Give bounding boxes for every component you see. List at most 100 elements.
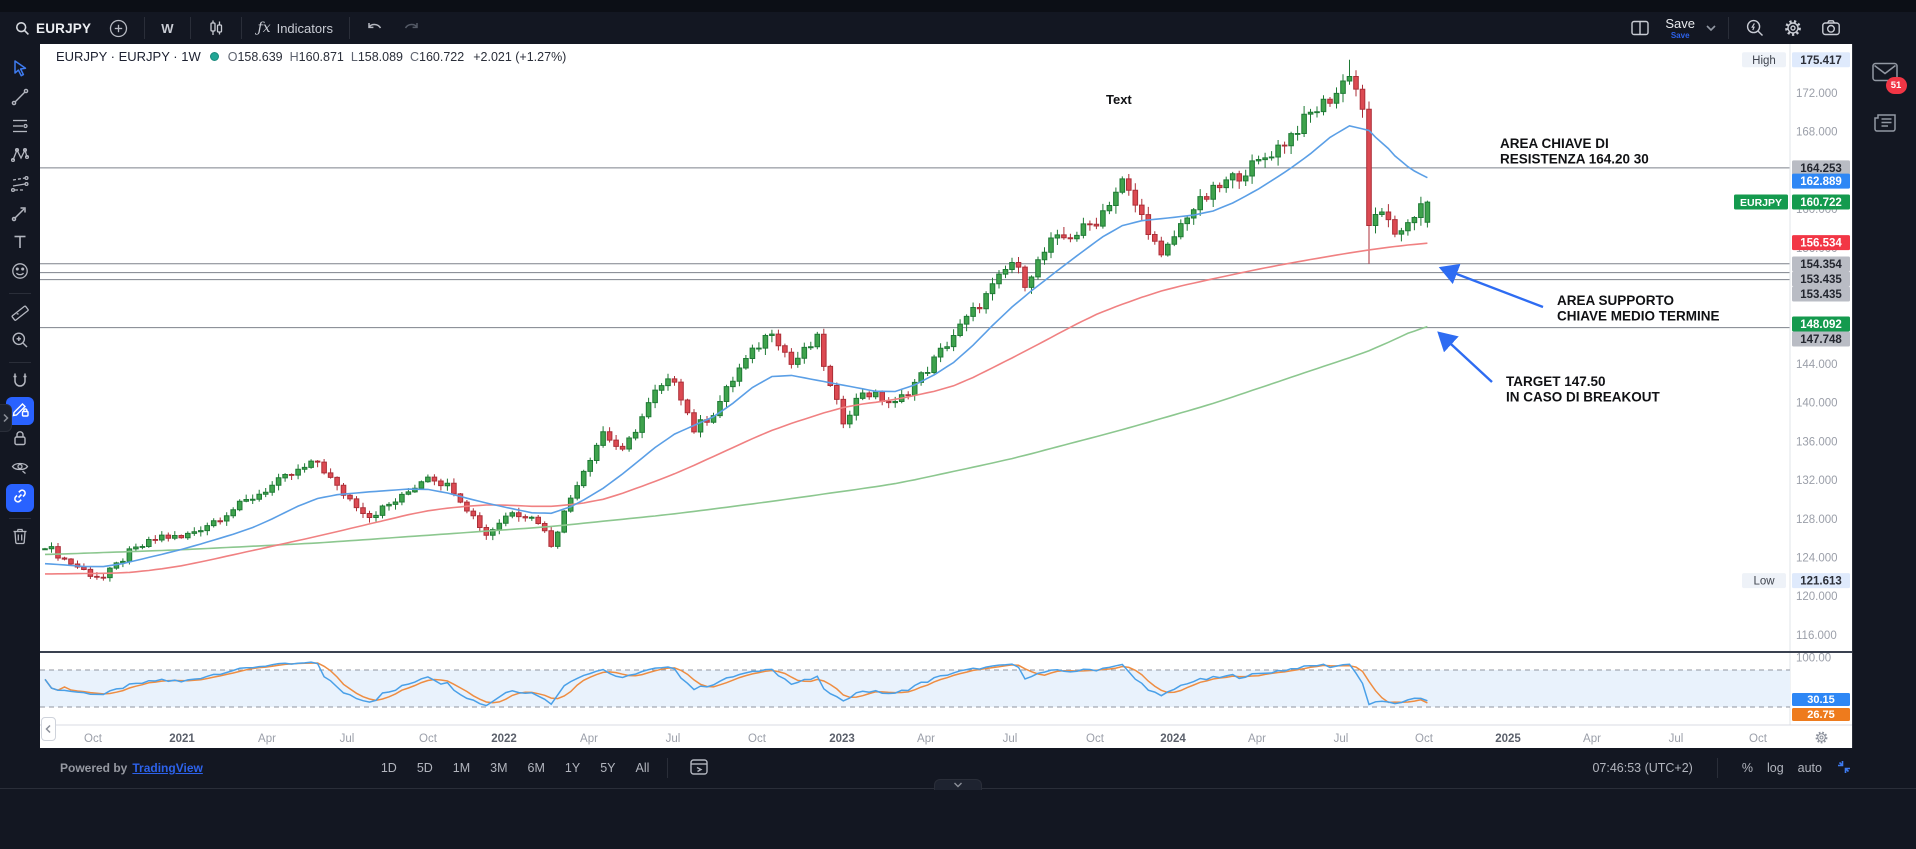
svg-text:Apr: Apr	[917, 733, 935, 745]
trend-line-tool-button[interactable]	[6, 85, 34, 113]
redo-icon	[402, 21, 420, 35]
save-menu-chevron[interactable]	[1701, 14, 1721, 42]
auto-scale-button[interactable]: auto	[1797, 761, 1822, 775]
smiley-icon	[10, 261, 30, 286]
layout-button[interactable]	[1621, 14, 1659, 42]
undo-button[interactable]	[357, 14, 393, 42]
interval-button[interactable]: W	[152, 14, 182, 42]
forecast-tool-button[interactable]	[6, 172, 34, 200]
maximize-chart-button[interactable]	[1836, 759, 1852, 778]
chart-legend: EURJPY · EURJPY · 1W O158.639 H160.871 L15…	[56, 49, 566, 64]
toolbar-divider	[144, 17, 146, 39]
indicators-button[interactable]: ƒx Indicators	[249, 14, 342, 42]
xabcd-pattern-icon	[10, 145, 30, 170]
svg-text:121.613: 121.613	[1800, 576, 1842, 588]
chart-style-button[interactable]	[198, 14, 234, 42]
layout-panes-icon	[1630, 19, 1650, 37]
symbol-search-button[interactable]: EURJPY	[6, 14, 100, 42]
oscillator-pane[interactable]: 100.00	[40, 653, 1831, 708]
messages-count-badge: 51	[1885, 77, 1907, 94]
emoji-tool-button[interactable]	[6, 259, 34, 287]
annotation-arrow[interactable]	[1437, 331, 1493, 383]
drawing-tools-rail	[0, 44, 40, 748]
measure-tool-button[interactable]	[6, 299, 34, 327]
lock-all-drawings-button[interactable]	[6, 426, 34, 454]
text-tool-button[interactable]	[6, 230, 34, 258]
rail-divider	[9, 293, 31, 294]
svg-text:140.000: 140.000	[1796, 398, 1838, 410]
screenshot-button[interactable]	[1812, 14, 1850, 42]
zoom-in-tool-button[interactable]	[6, 328, 34, 356]
redo-button[interactable]	[393, 14, 429, 42]
magnet-tool-button[interactable]	[6, 368, 34, 396]
range-button-All[interactable]: All	[635, 761, 650, 775]
arrow-marker-tool-button[interactable]	[6, 201, 34, 229]
chart-annotations[interactable]: Text AREA CHIAVE DI RESISTENZA 164.20 30 AR…	[1106, 92, 1720, 405]
fib-retracement-tool-button[interactable]	[6, 114, 34, 142]
percent-scale-button[interactable]: %	[1741, 761, 1753, 775]
svg-text:136.000: 136.000	[1796, 436, 1838, 448]
clock-label[interactable]: 07:46:53 (UTC+2)	[1592, 761, 1693, 775]
annotation-text[interactable]: Text	[1106, 92, 1132, 107]
remove-drawings-button[interactable]	[6, 524, 34, 552]
svg-text:162.889: 162.889	[1800, 176, 1842, 188]
fib-lines-icon	[10, 116, 30, 141]
date-range-buttons: 1D 5D 1M 3M 6M 1Y 5Y All	[373, 758, 658, 778]
trend-line-icon	[10, 87, 30, 112]
text-tool-icon	[10, 232, 30, 257]
hide-all-drawings-button[interactable]	[6, 455, 34, 483]
news-button[interactable]	[1867, 106, 1903, 142]
range-button-5D[interactable]: 5D	[416, 761, 433, 775]
range-button-1M[interactable]: 1M	[452, 761, 471, 775]
annotation-text[interactable]: AREA CHIAVE DI RESISTENZA 164.20 30	[1500, 136, 1649, 167]
svg-text:175.417: 175.417	[1800, 55, 1842, 67]
object-tree-collapse-handle[interactable]	[0, 404, 12, 432]
svg-text:Jul: Jul	[666, 733, 681, 745]
symbol-label: EURJPY	[36, 20, 92, 36]
compare-add-button[interactable]	[100, 14, 137, 42]
goto-date-button[interactable]	[688, 757, 710, 780]
log-scale-button[interactable]: log	[1766, 761, 1784, 775]
right-sidebar-rail: 51	[1852, 44, 1916, 788]
svg-text:100.00: 100.00	[1796, 653, 1831, 665]
range-button-6M[interactable]: 6M	[527, 761, 545, 775]
chevron-down-icon	[1705, 24, 1717, 32]
cursor-tool-button[interactable]	[6, 56, 34, 84]
chart-canvas[interactable]: Text AREA CHIAVE DI RESISTENZA 164.20 30 AR…	[40, 44, 1852, 748]
annotation-arrow[interactable]	[1438, 263, 1544, 309]
messages-button[interactable]: 51	[1867, 56, 1907, 94]
time-axis[interactable]: Oct 2021 Apr Jul Oct 2022 Apr Jul Oct 2023 Apr Jul O…	[84, 733, 1768, 745]
powered-by: Powered by TradingView	[60, 761, 203, 775]
range-button-5Y[interactable]: 5Y	[600, 761, 616, 775]
range-button-1D[interactable]: 1D	[380, 761, 397, 775]
forecast-icon	[10, 174, 30, 199]
chart-area[interactable]: Text AREA CHIAVE DI RESISTENZA 164.20 30 AR…	[40, 44, 1852, 748]
settings-button[interactable]	[1774, 14, 1812, 42]
svg-text:Oct: Oct	[419, 733, 438, 745]
candlestick-series[interactable]	[42, 59, 1431, 582]
range-button-3M[interactable]: 3M	[490, 761, 508, 775]
range-button-1Y[interactable]: 1Y	[564, 761, 581, 775]
annotation-text[interactable]: AREA SUPPORTO CHIAVE MEDIO TERMINE	[1557, 293, 1720, 324]
legend-title[interactable]: EURJPY · EURJPY · 1W	[56, 49, 201, 64]
tradingview-link[interactable]: TradingView	[132, 761, 203, 775]
news-icon	[1872, 110, 1898, 139]
pattern-tool-button[interactable]	[6, 143, 34, 171]
pane-collapse-handle[interactable]	[41, 717, 56, 741]
annotation-text[interactable]: TARGET 147.50 IN CASO DI BREAKOUT	[1506, 374, 1661, 405]
horizontal-level-lines[interactable]	[40, 167, 1790, 329]
powered-by-label: Powered by	[60, 761, 128, 775]
save-button[interactable]: Save Save	[1659, 17, 1701, 40]
oscillator-lines	[44, 661, 1428, 707]
fx-icon: ƒx	[257, 20, 271, 36]
sync-drawings-button[interactable]	[6, 484, 34, 512]
zoom-in-icon	[10, 330, 30, 355]
axis-settings-gear-icon[interactable]	[1812, 728, 1830, 746]
quick-search-button[interactable]	[1736, 14, 1774, 42]
svg-text:26.75: 26.75	[1807, 709, 1835, 721]
market-status-dot[interactable]	[209, 52, 219, 61]
plus-circle-icon	[109, 19, 128, 38]
bottom-panel-collapse-handle[interactable]	[934, 779, 982, 790]
svg-text:High: High	[1752, 55, 1776, 67]
toolbar-divider	[348, 17, 350, 39]
